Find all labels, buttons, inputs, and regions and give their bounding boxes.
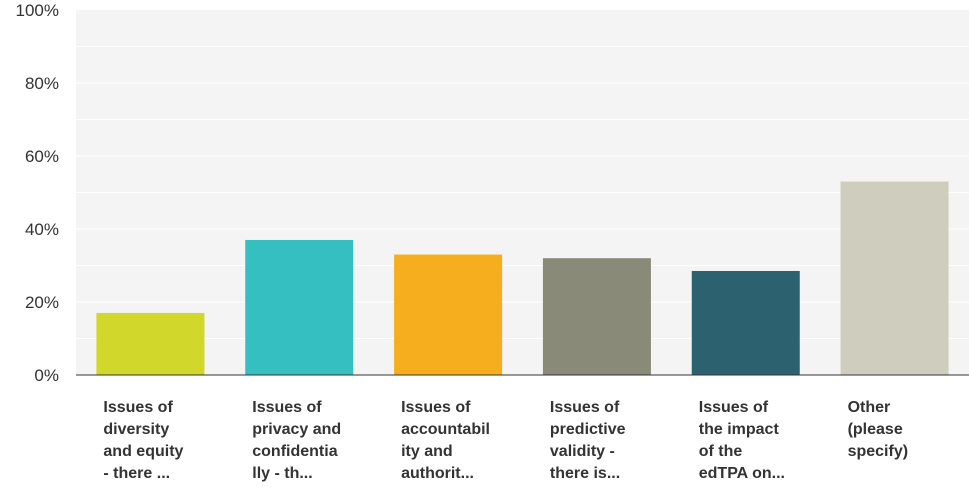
x-category-label-line: predictive — [550, 421, 626, 438]
x-category-label-line: there is... — [550, 465, 620, 482]
x-category-label-line: the impact — [699, 421, 780, 438]
x-category-label-5: Issues of the impact of the edTPA on... — [699, 399, 785, 482]
x-category-label-line: edTPA on... — [699, 465, 785, 482]
bar-4 — [542, 258, 651, 375]
x-category-label-line: - there ... — [103, 465, 170, 482]
x-axis-category-labels: Issues of diversity and equity - there ...I… — [103, 399, 908, 482]
x-category-label-line: Issues of — [550, 399, 620, 416]
y-tick-label: 100% — [16, 1, 59, 20]
x-category-label-line: Issues of — [252, 399, 322, 416]
y-axis-tick-labels: 0% 20% 40% 60% 80% 100% — [16, 1, 59, 385]
bar-5 — [691, 270, 800, 375]
x-category-label-2: Issues of privacy and confidentia lly - th.… — [252, 399, 341, 482]
y-tick-label: 60% — [25, 147, 59, 166]
x-category-label-line: diversity — [103, 421, 169, 438]
x-category-label-line: Other — [848, 399, 891, 416]
x-category-label-1: Issues of diversity and equity - there ... — [103, 399, 183, 482]
y-tick-label: 80% — [25, 74, 59, 93]
x-category-label-line: validity - — [550, 443, 615, 460]
x-category-label-3: Issues of accountabil ity and authorit... — [401, 399, 490, 482]
y-tick-label: 40% — [25, 220, 59, 239]
x-category-label-line: specify) — [848, 443, 908, 460]
x-category-label-line: lly - th... — [252, 465, 312, 482]
x-category-label-line: Issues of — [103, 399, 173, 416]
y-tick-label: 0% — [34, 366, 59, 385]
x-category-label-line: ity and — [401, 443, 453, 460]
x-category-label-line: authorit... — [401, 465, 474, 482]
bar-2 — [245, 239, 354, 375]
bar-3 — [394, 254, 503, 375]
x-category-label-line: of the — [699, 443, 743, 460]
x-category-label-4: Issues of predictive validity - there is... — [550, 399, 626, 482]
x-category-label-line: (please — [848, 421, 903, 438]
x-category-label-6: Other (please specify) — [848, 399, 908, 460]
bar-6 — [840, 181, 949, 375]
x-category-label-line: confidentia — [252, 443, 337, 460]
x-category-label-line: Issues of — [699, 399, 769, 416]
y-tick-label: 20% — [25, 293, 59, 312]
x-category-label-line: and equity — [103, 443, 183, 460]
x-category-label-line: privacy and — [252, 421, 341, 438]
gridlines — [76, 46, 969, 339]
bars — [96, 181, 949, 375]
x-category-label-line: accountabil — [401, 421, 490, 438]
bar-1 — [96, 312, 205, 375]
x-category-label-line: Issues of — [401, 399, 471, 416]
